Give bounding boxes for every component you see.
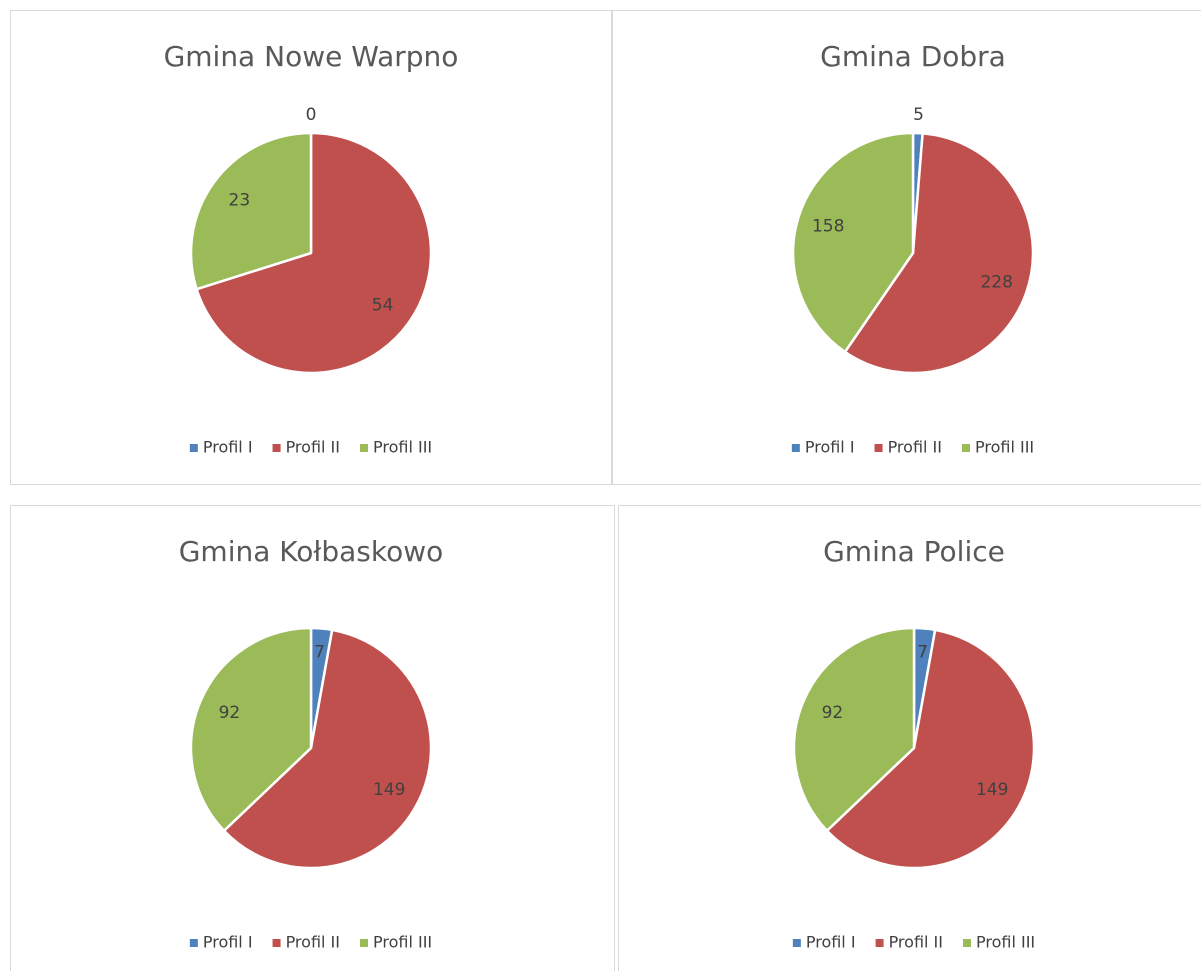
legend-swatch: [360, 444, 368, 452]
data-label: 0: [306, 105, 317, 125]
legend-swatch: [273, 444, 281, 452]
data-label: 54: [372, 295, 394, 315]
legend-label: Profil II: [286, 933, 340, 952]
legend-swatch: [876, 939, 884, 947]
legend: Profil I Profil II Profil III: [190, 933, 432, 952]
data-label: 92: [822, 703, 844, 723]
legend-label: Profil II: [286, 438, 340, 457]
legend-swatch: [190, 444, 198, 452]
legend-label: Profil III: [975, 438, 1034, 457]
legend: Profil I Profil II Profil III: [793, 933, 1035, 952]
legend-swatch: [793, 939, 801, 947]
legend-label: Profil I: [203, 438, 253, 457]
legend-label: Profil III: [373, 438, 432, 457]
legend-label: Profil III: [373, 933, 432, 952]
chart-title: Gmina Kołbaskowo: [179, 535, 444, 568]
data-label: 228: [980, 273, 1012, 293]
legend-label: Profil I: [203, 933, 253, 952]
data-label: 149: [373, 780, 405, 800]
legend-swatch: [273, 939, 281, 947]
data-label: 7: [314, 642, 325, 662]
legend-swatch: [963, 939, 971, 947]
chart-title: Gmina Nowe Warpno: [164, 40, 459, 73]
data-label: 5: [913, 105, 924, 125]
legend-swatch: [190, 939, 198, 947]
legend-label: Profil I: [805, 438, 855, 457]
data-label: 7: [917, 642, 928, 662]
legend-label: Profil III: [976, 933, 1035, 952]
legend-swatch: [962, 444, 970, 452]
legend-swatch: [360, 939, 368, 947]
chart-title: Gmina Dobra: [820, 40, 1006, 73]
legend: Profil I Profil II Profil III: [792, 438, 1034, 457]
data-label: 158: [812, 217, 844, 237]
legend-swatch: [875, 444, 883, 452]
data-label: 149: [976, 780, 1008, 800]
legend-label: Profil II: [888, 438, 942, 457]
data-label: 23: [229, 191, 251, 211]
chart-title: Gmina Police: [823, 535, 1005, 568]
legend-swatch: [792, 444, 800, 452]
legend: Profil I Profil II Profil III: [190, 438, 432, 457]
data-label: 92: [219, 703, 241, 723]
legend-label: Profil I: [806, 933, 856, 952]
legend-label: Profil II: [889, 933, 943, 952]
